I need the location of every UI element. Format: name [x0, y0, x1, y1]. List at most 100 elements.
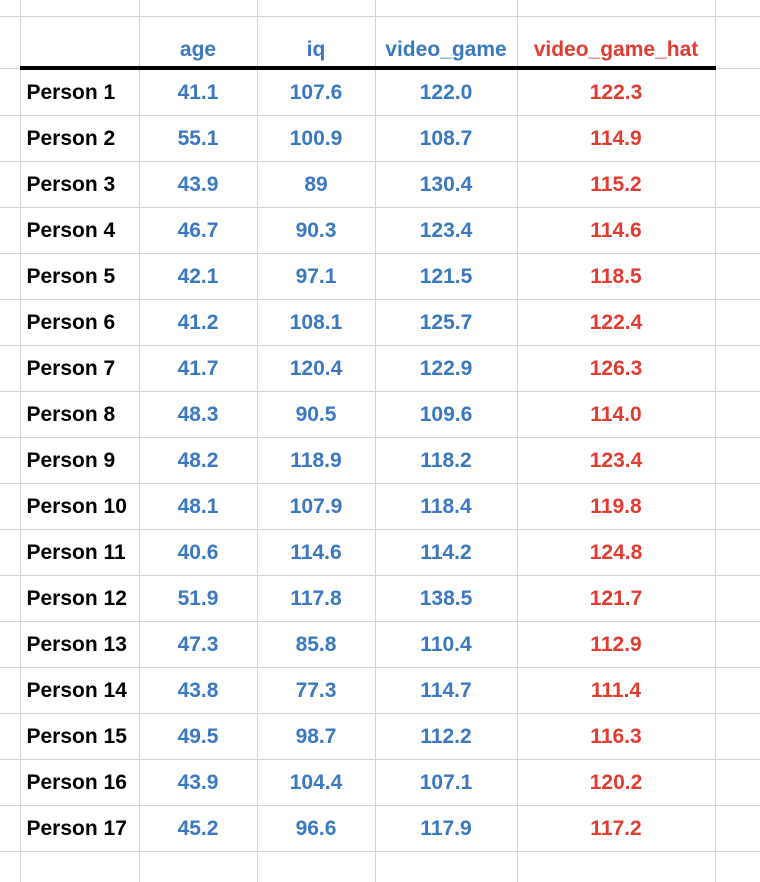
- iq-cell[interactable]: 98.7: [257, 714, 375, 760]
- video-game-hat-cell[interactable]: 114.9: [517, 116, 715, 162]
- row-label-cell[interactable]: Person 6: [20, 300, 139, 346]
- empty-cell[interactable]: [257, 0, 375, 17]
- video-game-cell[interactable]: 130.4: [375, 162, 517, 208]
- video-game-cell[interactable]: 125.7: [375, 300, 517, 346]
- empty-cell[interactable]: [715, 806, 760, 852]
- empty-cell[interactable]: [715, 714, 760, 760]
- empty-cell[interactable]: [715, 0, 760, 17]
- empty-cell[interactable]: [0, 116, 20, 162]
- row-label-cell[interactable]: Person 3: [20, 162, 139, 208]
- empty-cell[interactable]: [517, 0, 715, 17]
- video-game-cell[interactable]: 109.6: [375, 392, 517, 438]
- empty-cell[interactable]: [375, 852, 517, 882]
- empty-cell[interactable]: [715, 392, 760, 438]
- iq-cell[interactable]: 107.6: [257, 68, 375, 116]
- video-game-hat-cell[interactable]: 115.2: [517, 162, 715, 208]
- video-game-cell[interactable]: 123.4: [375, 208, 517, 254]
- empty-cell[interactable]: [0, 392, 20, 438]
- row-label-cell[interactable]: Person 9: [20, 438, 139, 484]
- age-cell[interactable]: 47.3: [139, 622, 257, 668]
- empty-cell[interactable]: [715, 668, 760, 714]
- empty-cell[interactable]: [715, 852, 760, 882]
- video-game-cell[interactable]: 121.5: [375, 254, 517, 300]
- empty-cell[interactable]: [0, 806, 20, 852]
- empty-cell[interactable]: [0, 668, 20, 714]
- video-game-cell[interactable]: 138.5: [375, 576, 517, 622]
- empty-cell[interactable]: [0, 484, 20, 530]
- empty-cell[interactable]: [715, 576, 760, 622]
- video-game-hat-cell[interactable]: 122.4: [517, 300, 715, 346]
- empty-cell[interactable]: [715, 17, 760, 69]
- age-cell[interactable]: 51.9: [139, 576, 257, 622]
- iq-cell[interactable]: 118.9: [257, 438, 375, 484]
- iq-cell[interactable]: 117.8: [257, 576, 375, 622]
- video-game-hat-cell[interactable]: 122.3: [517, 68, 715, 116]
- empty-cell[interactable]: [0, 760, 20, 806]
- empty-cell[interactable]: [0, 68, 20, 116]
- video-game-hat-cell[interactable]: 119.8: [517, 484, 715, 530]
- empty-cell[interactable]: [0, 162, 20, 208]
- video-game-hat-cell[interactable]: 114.0: [517, 392, 715, 438]
- video-game-hat-cell[interactable]: 117.2: [517, 806, 715, 852]
- iq-cell[interactable]: 85.8: [257, 622, 375, 668]
- header-cell-label-column[interactable]: [20, 17, 139, 69]
- iq-cell[interactable]: 89: [257, 162, 375, 208]
- empty-cell[interactable]: [715, 116, 760, 162]
- video-game-cell[interactable]: 122.0: [375, 68, 517, 116]
- empty-cell[interactable]: [517, 852, 715, 882]
- empty-cell[interactable]: [0, 530, 20, 576]
- iq-cell[interactable]: 107.9: [257, 484, 375, 530]
- video-game-cell[interactable]: 114.2: [375, 530, 517, 576]
- row-label-cell[interactable]: Person 1: [20, 68, 139, 116]
- empty-cell[interactable]: [0, 300, 20, 346]
- empty-cell[interactable]: [0, 254, 20, 300]
- video-game-hat-cell[interactable]: 111.4: [517, 668, 715, 714]
- empty-cell[interactable]: [715, 622, 760, 668]
- empty-cell[interactable]: [139, 0, 257, 17]
- header-cell-video-game-hat[interactable]: video_game_hat: [517, 17, 715, 69]
- header-cell-iq[interactable]: iq: [257, 17, 375, 69]
- iq-cell[interactable]: 77.3: [257, 668, 375, 714]
- row-label-cell[interactable]: Person 13: [20, 622, 139, 668]
- empty-cell[interactable]: [715, 68, 760, 116]
- row-label-cell[interactable]: Person 5: [20, 254, 139, 300]
- empty-cell[interactable]: [0, 622, 20, 668]
- empty-cell[interactable]: [715, 346, 760, 392]
- empty-cell[interactable]: [715, 530, 760, 576]
- empty-cell[interactable]: [139, 852, 257, 882]
- empty-cell[interactable]: [0, 17, 20, 69]
- age-cell[interactable]: 41.2: [139, 300, 257, 346]
- row-label-cell[interactable]: Person 4: [20, 208, 139, 254]
- row-label-cell[interactable]: Person 7: [20, 346, 139, 392]
- age-cell[interactable]: 49.5: [139, 714, 257, 760]
- age-cell[interactable]: 45.2: [139, 806, 257, 852]
- video-game-cell[interactable]: 118.4: [375, 484, 517, 530]
- iq-cell[interactable]: 90.3: [257, 208, 375, 254]
- iq-cell[interactable]: 108.1: [257, 300, 375, 346]
- video-game-hat-cell[interactable]: 126.3: [517, 346, 715, 392]
- row-label-cell[interactable]: Person 12: [20, 576, 139, 622]
- row-label-cell[interactable]: Person 15: [20, 714, 139, 760]
- age-cell[interactable]: 48.1: [139, 484, 257, 530]
- empty-cell[interactable]: [20, 0, 139, 17]
- video-game-cell[interactable]: 117.9: [375, 806, 517, 852]
- row-label-cell[interactable]: Person 14: [20, 668, 139, 714]
- empty-cell[interactable]: [715, 484, 760, 530]
- age-cell[interactable]: 48.3: [139, 392, 257, 438]
- video-game-hat-cell[interactable]: 124.8: [517, 530, 715, 576]
- iq-cell[interactable]: 120.4: [257, 346, 375, 392]
- empty-cell[interactable]: [0, 438, 20, 484]
- video-game-hat-cell[interactable]: 123.4: [517, 438, 715, 484]
- age-cell[interactable]: 43.9: [139, 760, 257, 806]
- video-game-cell[interactable]: 112.2: [375, 714, 517, 760]
- empty-cell[interactable]: [20, 852, 139, 882]
- empty-cell[interactable]: [0, 0, 20, 17]
- empty-cell[interactable]: [715, 254, 760, 300]
- age-cell[interactable]: 41.1: [139, 68, 257, 116]
- age-cell[interactable]: 43.8: [139, 668, 257, 714]
- video-game-cell[interactable]: 108.7: [375, 116, 517, 162]
- video-game-hat-cell[interactable]: 120.2: [517, 760, 715, 806]
- iq-cell[interactable]: 96.6: [257, 806, 375, 852]
- video-game-hat-cell[interactable]: 112.9: [517, 622, 715, 668]
- iq-cell[interactable]: 100.9: [257, 116, 375, 162]
